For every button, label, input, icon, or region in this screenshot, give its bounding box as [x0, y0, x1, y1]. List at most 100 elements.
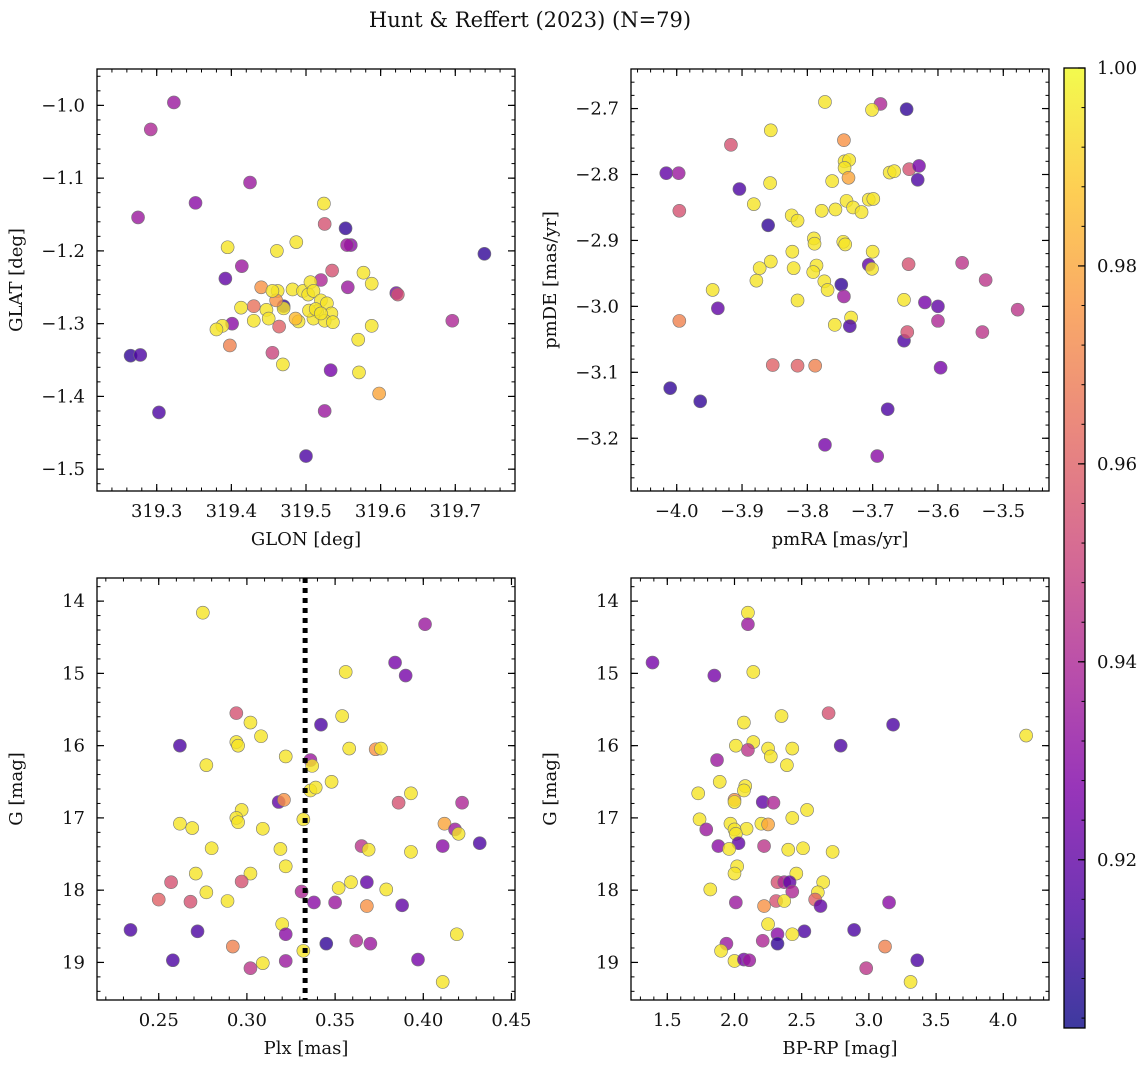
data-point	[340, 238, 354, 252]
data-point	[308, 780, 323, 795]
data-point	[449, 927, 464, 942]
y-tick-label: −1.2	[41, 241, 85, 262]
data-point	[741, 605, 755, 620]
data-point	[727, 866, 742, 881]
colorbar: 0.92 0.94 0.96 0.98 1.00	[1063, 58, 1137, 1029]
data-point	[880, 402, 895, 417]
data-point	[307, 895, 321, 910]
data-point	[785, 884, 800, 899]
data-point	[455, 795, 469, 810]
data-point	[196, 605, 210, 620]
colorbar-gradient	[1064, 68, 1085, 1028]
data-point	[305, 759, 319, 773]
y-tick-label: 14	[596, 591, 619, 612]
data-point	[363, 936, 378, 951]
data-point	[813, 899, 828, 913]
data-point	[360, 899, 374, 913]
data-point	[807, 236, 822, 251]
data-point	[820, 283, 835, 297]
data-point	[705, 283, 720, 297]
data-point	[727, 795, 742, 809]
data-point	[763, 176, 777, 190]
data-point	[659, 166, 674, 180]
data-point	[204, 841, 219, 856]
data-point	[477, 247, 492, 261]
data-point	[255, 956, 270, 970]
data-point	[388, 655, 402, 670]
data-point	[229, 706, 244, 720]
data-point	[243, 866, 258, 881]
data-point	[338, 221, 353, 236]
data-point	[834, 277, 849, 292]
colorbar-tick-label: 0.96	[1097, 454, 1137, 475]
y-tick-label: −2.9	[575, 230, 619, 251]
data-point	[391, 795, 406, 810]
data-point	[910, 172, 925, 187]
data-point	[328, 895, 342, 910]
data-point	[770, 936, 785, 951]
data-point	[755, 933, 770, 948]
colorbar-tick-label: 1.00	[1097, 58, 1137, 79]
y-axis-label: pmDE [mas/yr]	[540, 211, 561, 349]
axes-frame	[96, 68, 516, 492]
x-tick-label: 3.5	[922, 1010, 951, 1031]
data-point	[796, 841, 810, 856]
data-point	[199, 758, 214, 772]
data-point	[167, 95, 181, 110]
data-point	[841, 170, 856, 185]
data-point	[349, 933, 364, 948]
data-point	[435, 839, 450, 853]
axes-frame	[96, 577, 516, 1001]
data-point	[672, 314, 687, 328]
data-point	[404, 786, 418, 801]
data-point	[391, 287, 405, 302]
data-point	[900, 325, 915, 339]
data-point	[261, 311, 276, 326]
data-point	[143, 122, 158, 137]
data-point	[724, 138, 738, 152]
data-point	[317, 404, 332, 418]
data-point	[331, 881, 346, 895]
x-tick-label: 0.45	[491, 1010, 531, 1031]
data-point	[806, 265, 821, 279]
data-point	[325, 263, 339, 278]
colorbar-tick-label: 0.94	[1097, 652, 1137, 673]
data-point	[411, 952, 425, 967]
data-point	[364, 276, 379, 291]
data-point	[818, 95, 832, 109]
x-tick-label: −3.5	[981, 501, 1025, 522]
y-tick-label: −1.5	[41, 459, 85, 480]
data-point	[912, 159, 926, 173]
x-tick-label: −3.8	[785, 501, 829, 522]
data-point	[847, 923, 861, 937]
data-point	[234, 874, 249, 889]
y-tick-label: −3.1	[575, 362, 619, 383]
y-tick-label: 19	[596, 952, 619, 973]
x-tick-label: −3.9	[720, 501, 764, 522]
data-point	[859, 961, 874, 976]
figure-title: Hunt & Reffert (2023) (N=79)	[369, 8, 691, 32]
data-point	[361, 842, 376, 857]
colorbar-frame	[1063, 67, 1086, 1029]
data-point	[918, 295, 932, 310]
scatter-panel-pm: −4.0 −3.9 −3.8 −3.7 −3.6 −3.5 −2.7 −2.8 −2.9 −3.0…	[540, 68, 1050, 550]
data-point	[435, 975, 450, 989]
data-point	[272, 319, 286, 334]
data-point	[833, 738, 848, 753]
data-point	[878, 939, 892, 954]
data-point	[671, 166, 686, 180]
data-point	[757, 899, 771, 913]
y-tick-label: 16	[62, 736, 85, 757]
data-point	[774, 709, 789, 723]
data-point	[404, 845, 418, 859]
data-point	[338, 665, 353, 679]
data-point	[785, 741, 800, 756]
y-tick-label: −1.0	[41, 95, 85, 116]
data-point	[265, 345, 280, 360]
data-point	[899, 102, 914, 117]
data-point	[746, 197, 761, 211]
data-point	[837, 133, 851, 148]
y-tick-label: 18	[62, 880, 85, 901]
data-point	[741, 617, 755, 632]
data-point	[827, 318, 842, 332]
